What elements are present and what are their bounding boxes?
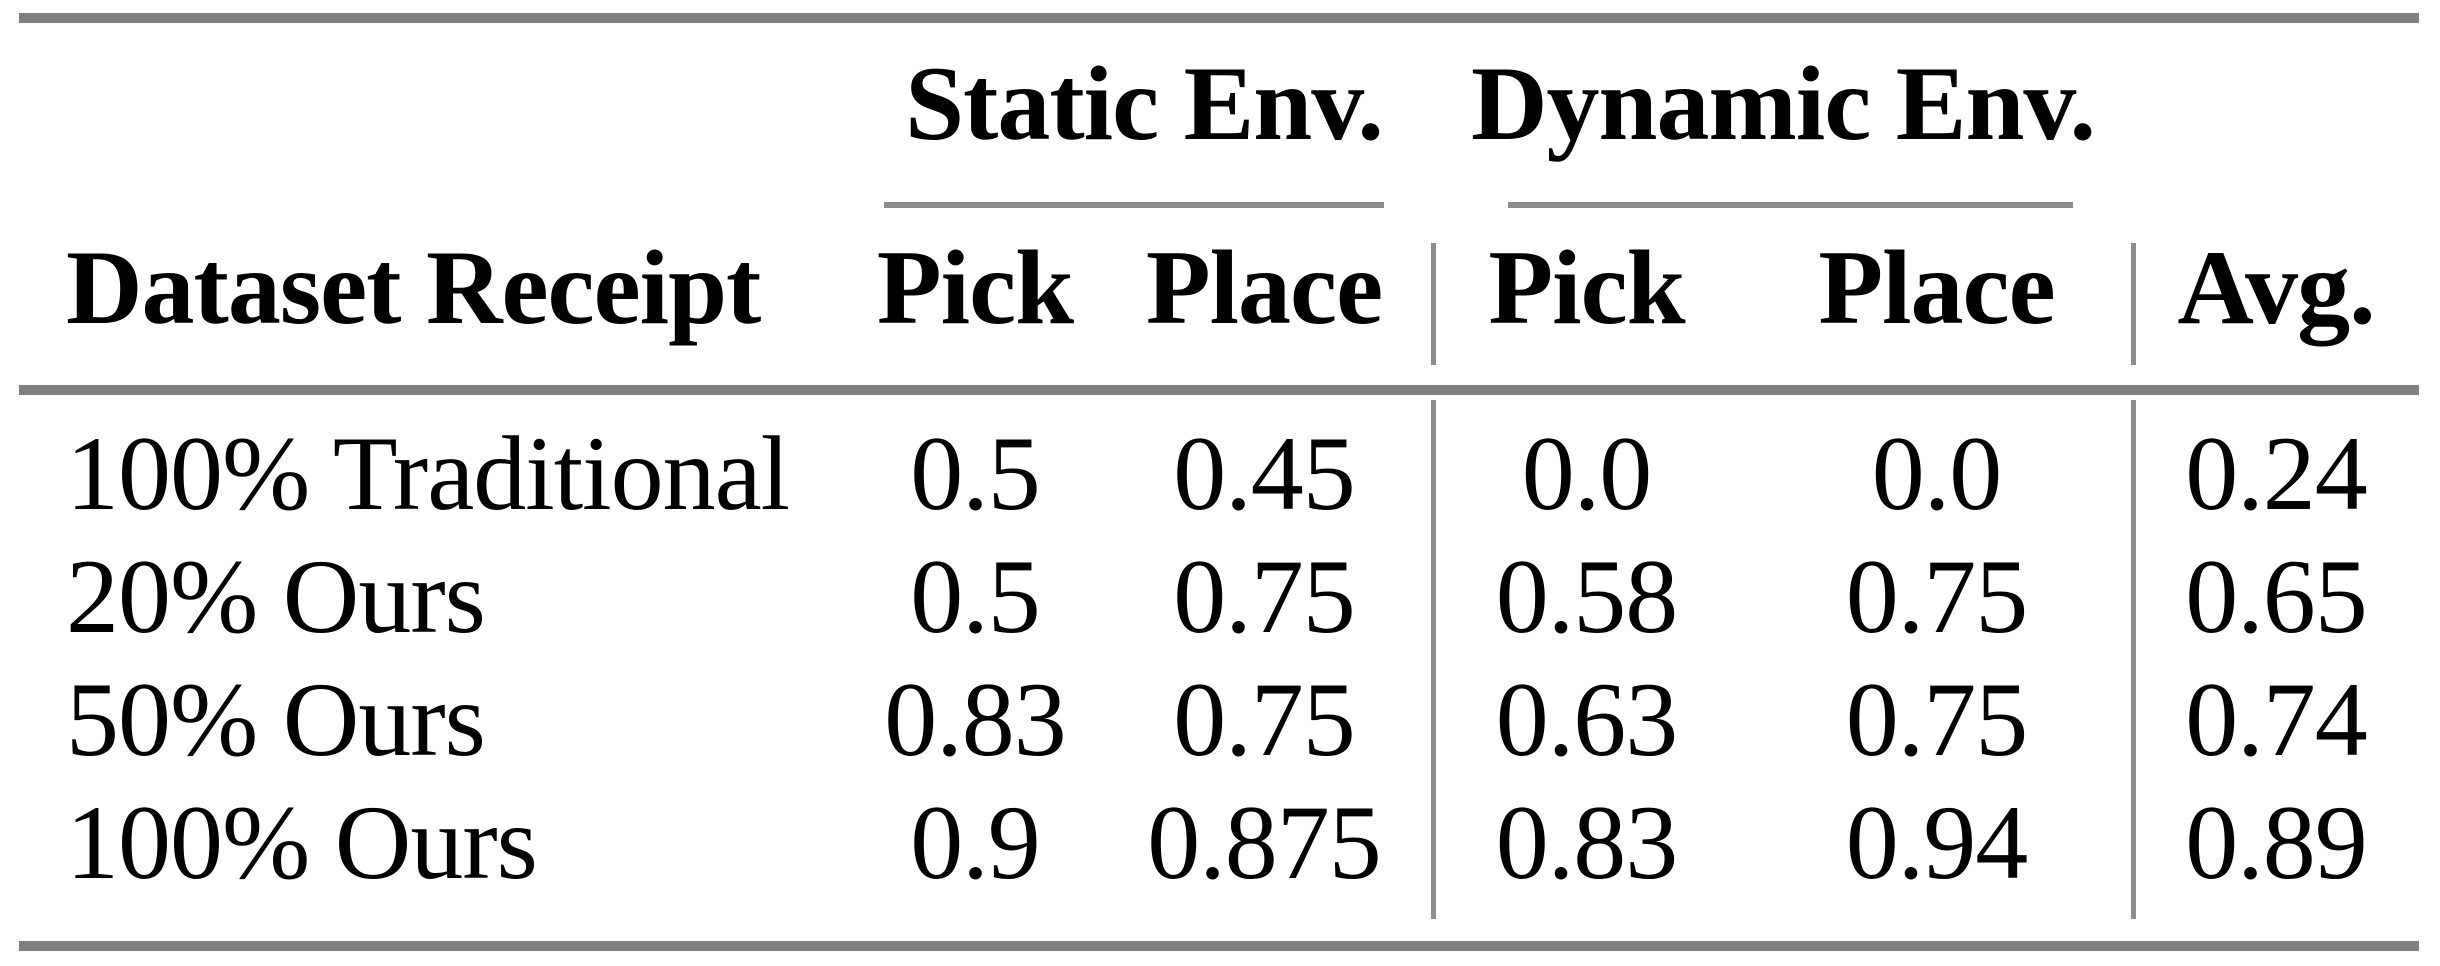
table-top-rule [19,13,2419,23]
cell-avg: 0.74 [2185,661,2368,778]
cell-dynamic-place: 0.0 [1871,415,2003,532]
static-dynamic-separator-header [1431,243,1436,365]
col-header-dynamic-place: Place [1818,229,2055,346]
col-header-dynamic-pick: Pick [1488,229,1685,346]
group-header-dynamic-env: Dynamic Env. [1470,45,2096,162]
static-env-cmidrule [884,202,1384,208]
col-header-dataset-receipt: Dataset Receipt [66,229,761,346]
group-header-spacer [19,51,855,157]
avg-separator-body [2131,400,2136,919]
row-label: 50% Ours [66,661,486,778]
col-header-static-place: Place [1145,229,1383,346]
col-header-static-pick: Pick [876,229,1074,346]
dynamic-env-cmidrule [1508,202,2073,208]
avg-separator-header [2131,243,2136,365]
cell-static-place: 0.75 [1173,661,1356,778]
table-mid-rule [19,385,2419,395]
table-bottom-rule [19,941,2419,951]
group-header-row: Static Env. Dynamic Env. [19,51,2419,157]
row-label: 20% Ours [66,538,486,655]
row-label: 100% Traditional [66,415,790,532]
col-header-avg: Avg. [2177,229,2375,346]
table-row: 20% Ours 0.5 0.75 0.58 0.75 0.65 [19,544,2419,650]
cell-avg: 0.89 [2185,784,2368,901]
row-label: 100% Ours [66,784,538,901]
cell-dynamic-place: 0.94 [1845,784,2029,901]
cell-static-pick: 0.5 [910,538,1041,655]
cell-static-pick: 0.83 [884,661,1067,778]
cell-avg: 0.65 [2185,538,2368,655]
table-row: 100% Ours 0.9 0.875 0.83 0.94 0.89 [19,790,2419,896]
cell-dynamic-pick: 0.63 [1495,661,1679,778]
cell-static-place: 0.45 [1173,415,1356,532]
group-header-avg-spacer [2133,51,2419,157]
cell-static-pick: 0.9 [910,784,1041,901]
static-dynamic-separator-body [1431,400,1436,919]
cell-static-pick: 0.5 [910,415,1041,532]
cell-dynamic-place: 0.75 [1845,538,2029,655]
table-row: 50% Ours 0.83 0.75 0.63 0.75 0.74 [19,667,2419,773]
cell-dynamic-pick: 0.83 [1495,784,1679,901]
cell-avg: 0.24 [2185,415,2368,532]
cell-static-place: 0.75 [1173,538,1356,655]
cell-dynamic-pick: 0.0 [1521,415,1653,532]
column-header-row: Dataset Receipt Pick Place Pick Place Av… [19,235,2419,341]
cell-static-place: 0.875 [1147,784,1382,901]
cell-dynamic-pick: 0.58 [1495,538,1679,655]
table-row: 100% Traditional 0.5 0.45 0.0 0.0 0.24 [19,421,2419,527]
group-header-static-env: Static Env. [905,45,1384,162]
cell-dynamic-place: 0.75 [1845,661,2029,778]
